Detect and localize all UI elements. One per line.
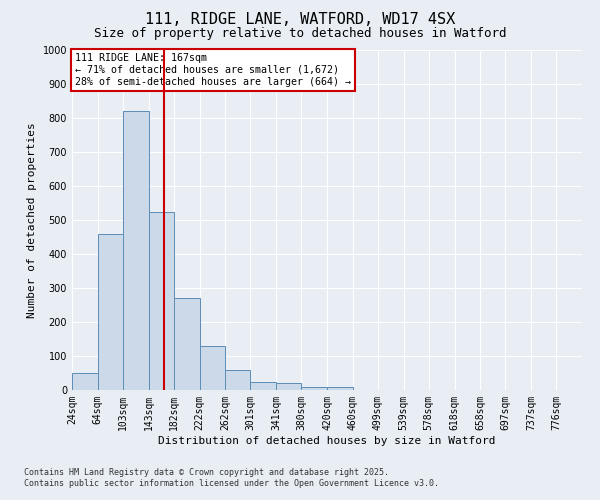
Text: 111, RIDGE LANE, WATFORD, WD17 4SX: 111, RIDGE LANE, WATFORD, WD17 4SX (145, 12, 455, 28)
Bar (123, 111, 149, 390)
Text: Size of property relative to detached houses in Watford: Size of property relative to detached ho… (94, 28, 506, 40)
Bar (225, 370, 250, 390)
Bar (98, 234, 123, 390)
Text: 111 RIDGE LANE: 167sqm
← 71% of detached houses are smaller (1,672)
28% of semi-: 111 RIDGE LANE: 167sqm ← 71% of detached… (74, 54, 350, 86)
Bar (276, 383, 301, 390)
X-axis label: Distribution of detached houses by size in Watford: Distribution of detached houses by size … (158, 436, 496, 446)
Bar (199, 346, 225, 390)
Text: Contains HM Land Registry data © Crown copyright and database right 2025.
Contai: Contains HM Land Registry data © Crown c… (24, 468, 439, 487)
Bar (301, 386, 327, 390)
Bar (250, 382, 276, 390)
Bar (72, 373, 98, 390)
Bar (174, 298, 199, 390)
Bar (149, 212, 174, 390)
Bar (327, 386, 353, 390)
Y-axis label: Number of detached properties: Number of detached properties (27, 122, 37, 318)
